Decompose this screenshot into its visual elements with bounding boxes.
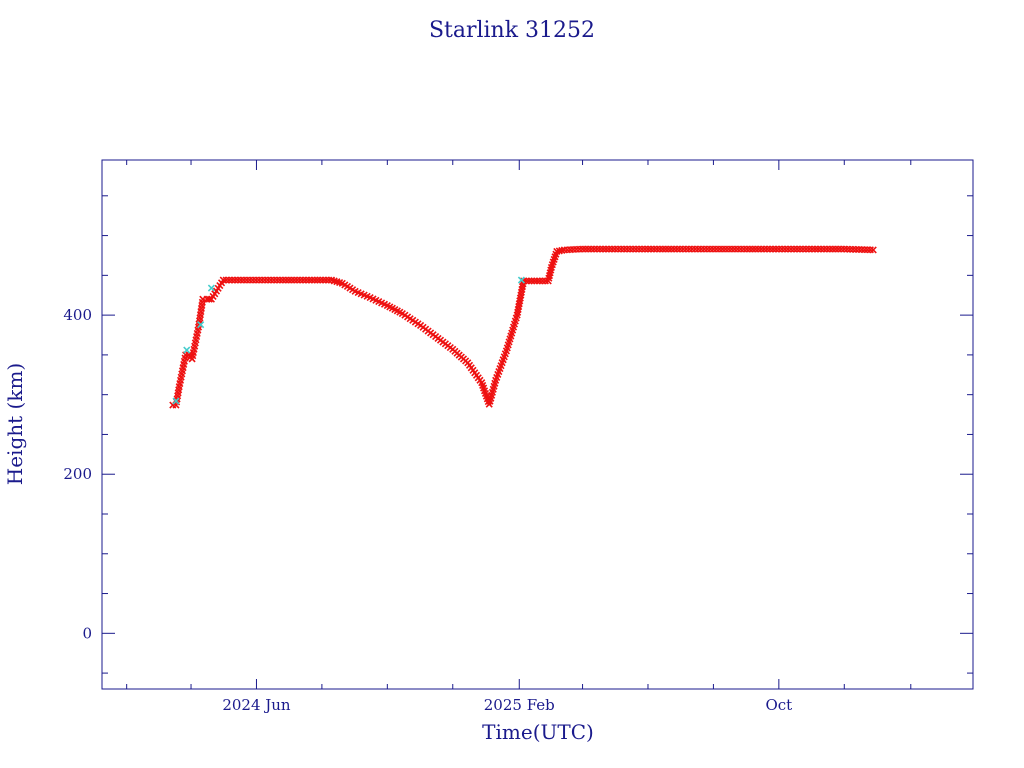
y-tick-label: 0: [82, 624, 92, 642]
data-point: [869, 246, 877, 254]
y-tick-label: 200: [63, 465, 92, 483]
x-tick-label: 2025 Feb: [484, 696, 555, 714]
x-tick-label: Oct: [765, 696, 792, 714]
data-point-alt: [207, 284, 215, 292]
data-point-alt: [172, 397, 180, 405]
data-point: [316, 276, 324, 284]
data-point: [305, 276, 313, 284]
data-point: [533, 277, 541, 285]
data-point: [311, 276, 319, 284]
chart-title: Starlink 31252: [429, 18, 595, 43]
x-axis-label: Time(UTC): [482, 720, 594, 744]
data-point: [319, 276, 327, 284]
data-point: [530, 277, 538, 285]
data-point: [538, 277, 547, 285]
data-point: [322, 276, 330, 284]
data-point: [528, 277, 536, 285]
data-point: [536, 277, 544, 285]
data-point-alt: [517, 276, 525, 284]
data-point: [525, 277, 533, 285]
y-axis-label: Height (km): [3, 363, 27, 485]
data-points: [169, 245, 877, 409]
tick-labels: 2024 Jun 2025 Feb Oct 0 200 400: [63, 306, 792, 714]
x-tick-label: 2024 Jun: [222, 696, 291, 714]
plot-frame: [101, 159, 974, 690]
data-point: [313, 276, 322, 284]
data-point-alt: [183, 346, 191, 354]
axis-ticks: [102, 160, 973, 689]
data-point-alt: [197, 321, 205, 329]
y-tick-label: 400: [63, 306, 92, 324]
data-point: [325, 276, 333, 284]
data-point: [308, 276, 316, 284]
